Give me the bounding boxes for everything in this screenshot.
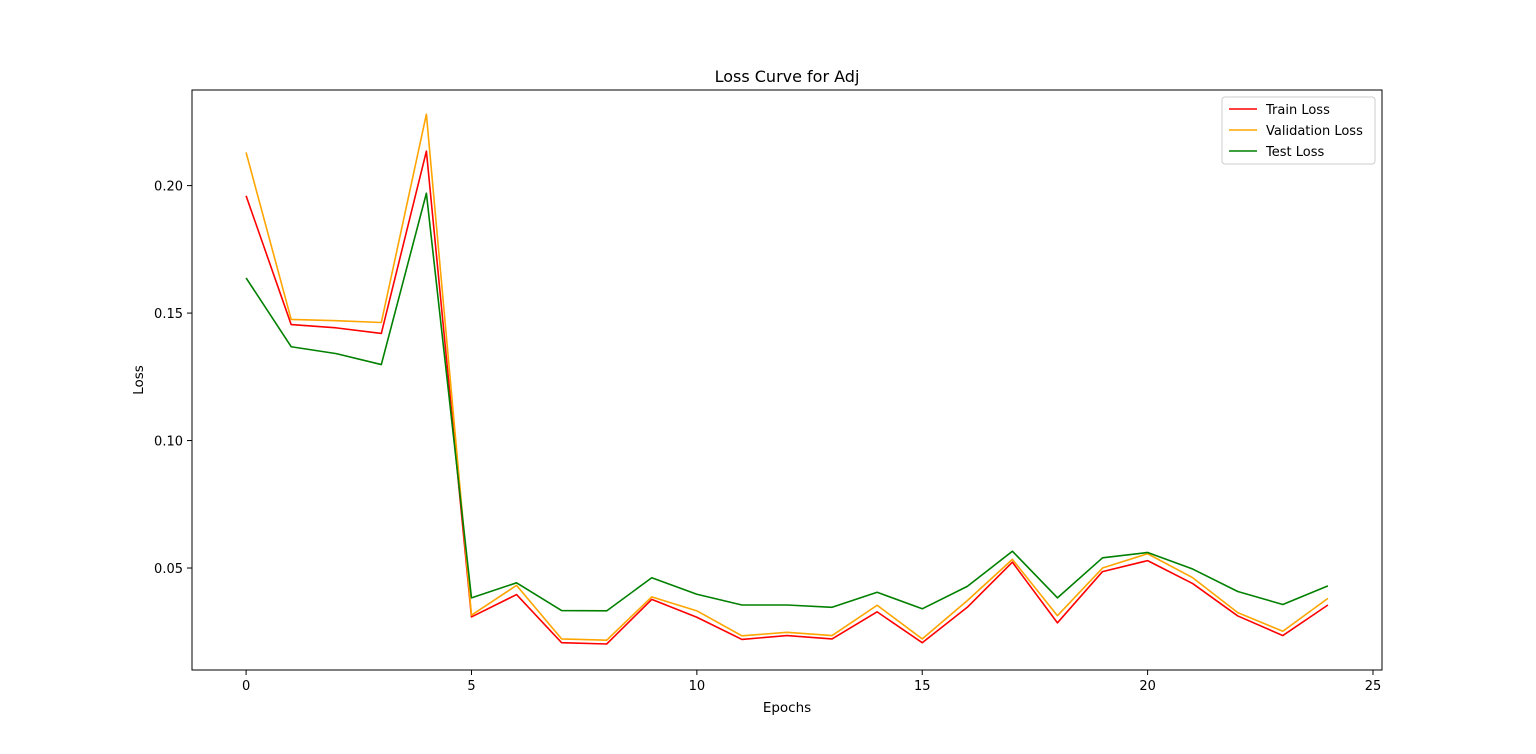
x-axis: 0 5 10 15 20 25: [242, 670, 1381, 694]
y-tick-label: 0.15: [154, 307, 183, 322]
series-line-train-loss: [245, 150, 1329, 645]
chart-title: Loss Curve for Adj: [715, 67, 860, 86]
legend: Train Loss Validation Loss Test Loss: [1221, 96, 1376, 165]
legend-label: Test Loss: [1265, 145, 1324, 160]
x-tick-label: 5: [467, 679, 475, 694]
x-tick-label: 0: [242, 679, 250, 694]
y-axis: 0.05 0.10 0.15 0.20: [154, 180, 192, 577]
legend-items: Train Loss Validation Loss Test Loss: [1229, 103, 1363, 160]
plot-frame: [191, 89, 1383, 671]
x-tick-label: 15: [914, 679, 931, 694]
series-layer: [245, 113, 1329, 645]
y-tick-label: 0.10: [154, 435, 183, 450]
legend-frame: [1221, 96, 1376, 165]
series-line-test-loss: [245, 192, 1329, 612]
y-tick-label: 0.20: [154, 180, 183, 195]
x-tick-label: 20: [1139, 679, 1156, 694]
legend-label: Validation Loss: [1266, 124, 1363, 139]
series-line-validation-loss: [245, 113, 1329, 641]
x-tick-label: 25: [1365, 679, 1382, 694]
x-axis-label: Epochs: [763, 700, 811, 716]
legend-label: Train Loss: [1265, 103, 1330, 118]
y-tick-label: 0.05: [154, 562, 183, 577]
plot-area: [191, 89, 1383, 671]
y-axis-label: Loss: [131, 365, 147, 395]
x-tick-label: 10: [689, 679, 706, 694]
